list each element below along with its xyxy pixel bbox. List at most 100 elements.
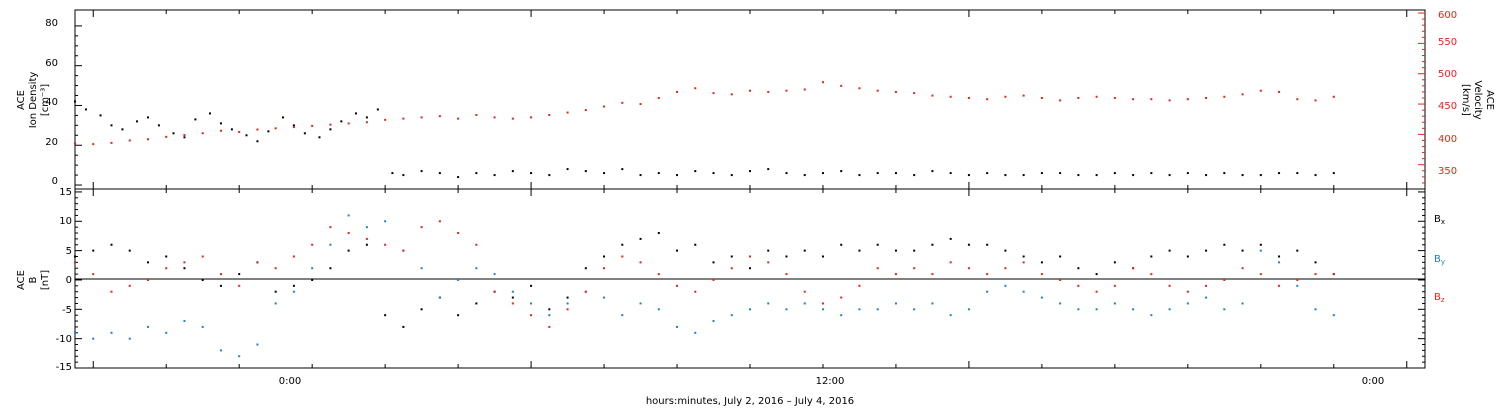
bx-point (74, 255, 76, 258)
bz-point (1223, 278, 1226, 281)
velocity-point (639, 103, 642, 106)
velocity-point (621, 101, 624, 104)
velocity-point (986, 98, 989, 101)
by-point (840, 314, 843, 317)
bx-point (1278, 255, 1281, 258)
bz-point (74, 261, 76, 264)
ion-density-point (230, 128, 233, 131)
bx-point (639, 237, 642, 240)
bottom-ytick-label-10: 10 (59, 216, 72, 227)
bz-point (493, 290, 496, 293)
by-point (1223, 308, 1226, 311)
by-point (1022, 290, 1025, 293)
top-ytick-label-60: 60 (45, 58, 58, 69)
ion-density-point (1077, 174, 1080, 177)
velocity-point (1040, 96, 1043, 99)
velocity-point (1150, 98, 1153, 101)
bx-point (274, 290, 277, 293)
velocity-point (110, 141, 113, 144)
bx-point (931, 243, 934, 246)
top-ylabel-right: ACE Velocity [km/s] (1460, 80, 1495, 119)
svg-text:Ion Density: Ion Density (28, 72, 39, 129)
by-point (1077, 308, 1080, 311)
bz-point (785, 273, 788, 276)
bx-point (1314, 261, 1317, 264)
velocity-point (74, 142, 76, 145)
ion-density-point (146, 116, 149, 119)
bz-point (1077, 284, 1080, 287)
bx-point (1186, 255, 1189, 258)
by-point (1132, 308, 1135, 311)
bz-point (584, 290, 587, 293)
velocity-point (1223, 95, 1226, 98)
by-point (365, 226, 368, 229)
bottom-ytick-label-neg5: -5 (62, 305, 72, 316)
ion-density-point (219, 122, 222, 125)
velocity-point (584, 109, 587, 112)
by-point (201, 325, 204, 328)
velocity-point (420, 116, 423, 119)
velocity-point (548, 113, 551, 116)
by-point (219, 349, 222, 352)
velocity-point (475, 113, 478, 116)
velocity-point (219, 129, 222, 132)
bz-point (1278, 284, 1281, 287)
bz-point (420, 226, 423, 229)
bz-point (511, 302, 514, 305)
ion-density-point (256, 140, 259, 143)
velocity-point (329, 123, 332, 126)
velocity-point (311, 124, 314, 127)
bz-point (238, 284, 241, 287)
velocity-point (1278, 90, 1281, 93)
by-point (493, 273, 496, 276)
ion-density-point (712, 172, 715, 175)
bx-point (1077, 267, 1080, 270)
velocity-point (1314, 99, 1317, 102)
ion-density-point (136, 120, 139, 123)
bx-point (110, 243, 113, 246)
legend-bz: Bz (1434, 292, 1445, 304)
ion-density-point (694, 170, 697, 173)
velocity-point (1168, 99, 1171, 102)
ion-density-point (894, 172, 897, 175)
bz-point (165, 267, 168, 270)
by-point (292, 290, 295, 293)
svg-text:[nT]: [nT] (40, 270, 51, 290)
bx-point (1168, 249, 1171, 252)
bx-point (913, 249, 916, 252)
velocity-point (365, 121, 368, 124)
velocity-point (1004, 95, 1007, 98)
by-point (146, 325, 149, 328)
by-point (384, 220, 387, 223)
velocity-point (146, 138, 149, 141)
by-point (1259, 249, 1262, 252)
ion-density-point (876, 172, 879, 175)
bx-point (803, 249, 806, 252)
legend-bx: Bx (1434, 214, 1445, 226)
svg-text:Bx: Bx (1434, 214, 1445, 226)
bottom-ytick-label-5: 5 (66, 246, 72, 257)
by-point (1095, 308, 1098, 311)
ion-density-point (1059, 172, 1062, 175)
bz-point (311, 243, 314, 246)
legend-by: By (1434, 254, 1445, 266)
by-point (1059, 302, 1062, 305)
ion-density-point (639, 174, 642, 177)
velocity-point (438, 115, 441, 118)
bx-point (1205, 249, 1208, 252)
bx-point (749, 267, 751, 270)
bz-point (384, 243, 387, 246)
ticks-layer (75, 10, 1425, 369)
by-point (986, 290, 989, 293)
bz-point (365, 237, 368, 240)
velocity-point (1022, 94, 1025, 97)
bx-point (767, 249, 770, 252)
svg-text:B: B (28, 276, 39, 283)
bz-point (274, 267, 277, 270)
by-point (1332, 314, 1335, 317)
velocity-point (1077, 96, 1080, 99)
bx-point (1113, 261, 1116, 264)
by-point (110, 331, 113, 334)
ion-density-point (74, 100, 76, 103)
